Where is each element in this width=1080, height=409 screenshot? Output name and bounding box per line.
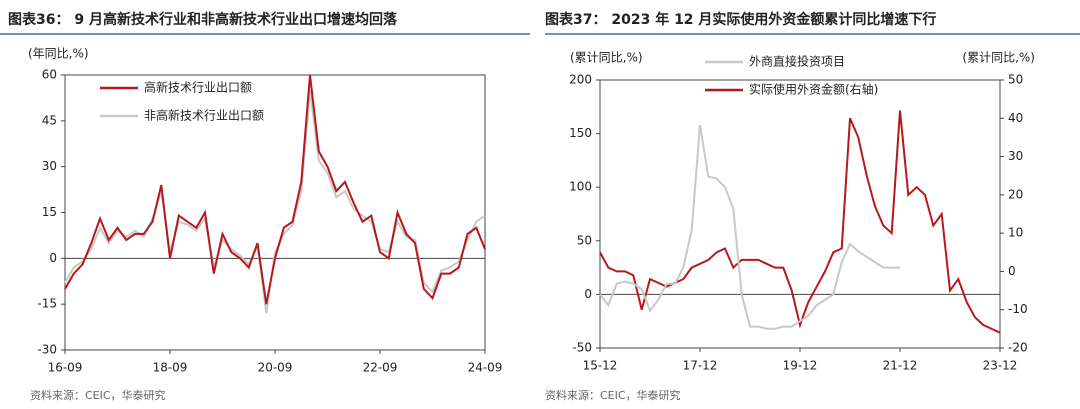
- y2-tick-label: 40: [1008, 111, 1023, 125]
- y-tick-label: 150: [569, 126, 592, 140]
- legend-label: 高新技术行业出口额: [144, 80, 252, 95]
- y-tick-label: 45: [42, 113, 57, 127]
- y-tick-label: 60: [42, 68, 57, 82]
- y-tick-label: 200: [569, 73, 592, 87]
- x-tick-label: 18-09: [153, 361, 188, 375]
- y2-tick-label: -10: [1008, 302, 1028, 316]
- y-tick-label: 0: [584, 287, 592, 301]
- legend-label: 外商直接投资项目: [749, 54, 845, 69]
- y2-tick-label: 50: [1008, 73, 1023, 87]
- x-tick-label: 20-09: [258, 361, 293, 375]
- chart-title: 图表37： 2023 年 12 月实际使用外资金额累计同比增速下行: [545, 11, 936, 28]
- y-tick-label: 30: [42, 159, 57, 173]
- data-line: [64, 90, 486, 314]
- y-tick-label: -15: [37, 297, 57, 311]
- y2-tick-label: 0: [1008, 264, 1016, 278]
- y2-axis-label: (累计同比,%): [962, 51, 1035, 65]
- x-tick-label: 21-12: [883, 359, 918, 373]
- plot-frame: [599, 79, 1001, 349]
- y-tick-label: -30: [37, 343, 57, 357]
- x-tick-label: 22-09: [363, 361, 398, 375]
- x-tick-label: 17-12: [683, 359, 718, 373]
- source: 资料来源：CEIC，华泰研究: [30, 388, 166, 402]
- data-line: [599, 110, 1001, 334]
- x-tick-label: 24-09: [468, 361, 503, 375]
- y-tick-label: 0: [49, 251, 57, 265]
- legend-label: 实际使用外资金额(右轴): [749, 82, 878, 97]
- legend-label: 非高新技术行业出口额: [144, 108, 264, 123]
- y-axis-label: (年同比,%): [28, 47, 89, 61]
- x-tick-label: 16-09: [48, 361, 83, 375]
- x-tick-label: 15-12: [583, 359, 618, 373]
- source: 资料来源：CEIC，华泰研究: [545, 388, 681, 402]
- data-line: [64, 74, 486, 305]
- y-axis-label: (累计同比,%): [570, 51, 643, 65]
- y2-tick-label: 10: [1008, 226, 1023, 240]
- y2-tick-label: 30: [1008, 149, 1023, 163]
- y-tick-label: 15: [42, 205, 57, 219]
- data-line: [599, 124, 900, 330]
- y2-tick-label: 20: [1008, 187, 1023, 201]
- x-tick-label: 23-12: [983, 359, 1018, 373]
- y-tick-label: 100: [569, 180, 592, 194]
- x-tick-label: 19-12: [783, 359, 818, 373]
- y-tick-label: -50: [572, 341, 592, 355]
- y2-tick-label: -20: [1008, 341, 1028, 355]
- chart-title: 图表36： 9 月高新技术行业和非高新技术行业出口增速均回落: [8, 11, 398, 28]
- y-tick-label: 50: [577, 233, 592, 247]
